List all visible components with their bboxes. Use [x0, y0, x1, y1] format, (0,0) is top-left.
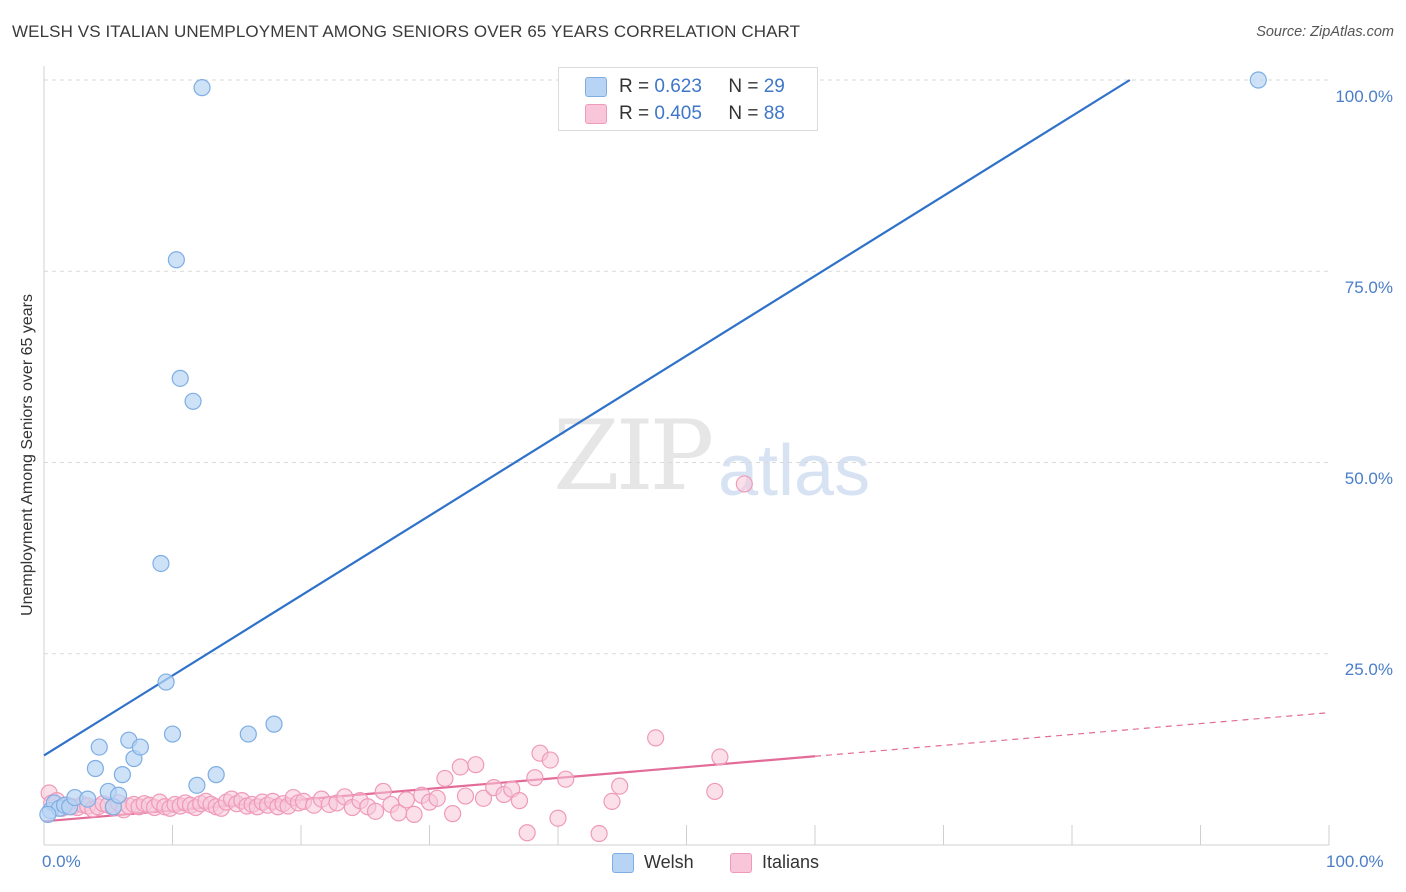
italians-r-value: 0.405	[654, 103, 702, 124]
welsh-point	[90, 738, 108, 756]
italians-point	[456, 787, 475, 805]
italians-legend-swatch	[730, 853, 752, 873]
trend-lines	[43, 79, 1330, 823]
italians-point	[436, 769, 454, 788]
welsh-point	[184, 392, 202, 410]
italians-point	[405, 805, 423, 824]
welsh-point	[79, 790, 97, 808]
italians-point	[706, 782, 724, 801]
italians-point	[467, 756, 485, 774]
legend-n-label: N =	[728, 103, 759, 124]
italians-point	[428, 789, 446, 807]
legend-r-label: R =	[619, 103, 650, 124]
welsh-point	[188, 776, 206, 794]
italians-trend-extension	[814, 712, 1330, 757]
italians-point	[444, 805, 462, 823]
correlation-legend: R = 0.623 N = 29 R = 0.405 N = 88	[558, 67, 818, 131]
italians-points	[40, 475, 753, 843]
watermark-zip: ZIP	[553, 400, 714, 512]
welsh-point	[265, 715, 283, 733]
welsh-point	[193, 79, 211, 97]
welsh-point	[109, 786, 128, 804]
chart-title: WELSH VS ITALIAN UNEMPLOYMENT AMONG SENI…	[12, 22, 801, 41]
italians-point	[611, 777, 629, 795]
italians-point	[474, 789, 493, 807]
italians-point	[518, 824, 536, 842]
italians-point	[397, 791, 415, 809]
italians-swatch	[585, 104, 607, 124]
y-tick-label-25: 25.0%	[1344, 660, 1393, 679]
welsh-point	[113, 766, 131, 784]
italians-point	[510, 792, 529, 810]
welsh-point	[39, 805, 57, 824]
italians-point	[526, 769, 544, 787]
legend-r-label: R =	[619, 76, 650, 97]
y-tick-label-50: 50.0%	[1344, 469, 1393, 488]
welsh-points	[39, 71, 1267, 824]
welsh-r-value: 0.623	[654, 76, 702, 97]
italians-point	[374, 782, 392, 801]
watermark-atlas: atlas	[718, 431, 871, 511]
italians-point	[590, 824, 608, 843]
y-tick-label-100: 100.0%	[1335, 87, 1393, 106]
italians-point	[451, 758, 469, 776]
welsh-legend-label: Welsh	[644, 852, 694, 872]
y-tick-label-75: 75.0%	[1344, 278, 1393, 297]
welsh-n-value: 29	[763, 76, 785, 97]
welsh-swatch	[585, 77, 607, 97]
welsh-point	[163, 725, 182, 743]
welsh-legend-swatch	[612, 853, 634, 873]
italians-point	[603, 792, 621, 810]
axes	[43, 66, 1330, 846]
italians-n-value: 88	[763, 103, 785, 124]
welsh-point	[207, 766, 225, 784]
legend-n-label: N =	[728, 76, 759, 97]
welsh-point	[239, 725, 257, 743]
welsh-point	[131, 738, 149, 756]
italians-point	[549, 809, 567, 827]
welsh-point	[157, 673, 175, 691]
italians-point	[541, 751, 559, 769]
italians-legend-label: Italians	[762, 852, 820, 872]
grid-lines	[44, 79, 1329, 655]
italians-point	[735, 475, 753, 493]
italians-point	[366, 802, 385, 820]
welsh-point	[1249, 71, 1267, 89]
italians-point	[711, 748, 729, 766]
welsh-point	[152, 554, 170, 573]
x-tick-label-100: 100.0%	[1326, 852, 1384, 871]
italians-point	[647, 729, 665, 747]
welsh-trend-line	[43, 79, 1131, 757]
x-tick-label-0: 0.0%	[42, 852, 81, 871]
italians-point	[557, 770, 575, 788]
source-label: Source: ZipAtlas.com	[1256, 24, 1394, 40]
welsh-point	[171, 369, 189, 387]
welsh-point	[86, 759, 105, 778]
welsh-point	[167, 251, 185, 269]
